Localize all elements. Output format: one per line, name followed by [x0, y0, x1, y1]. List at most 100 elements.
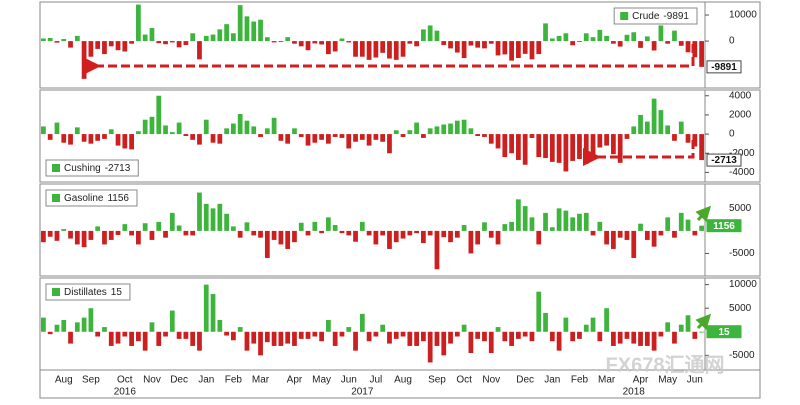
- bar: [407, 230, 413, 236]
- bar: [47, 331, 53, 335]
- bar: [461, 119, 467, 135]
- panel-frame: [39, 89, 761, 183]
- bar: [454, 230, 460, 238]
- bar: [536, 291, 542, 332]
- bar: [665, 217, 671, 231]
- bar: [136, 131, 141, 135]
- bar: [95, 41, 101, 49]
- bar: [339, 38, 345, 42]
- bar: [414, 230, 419, 234]
- bar: [604, 308, 609, 332]
- x-tick-label: Mar: [252, 375, 270, 386]
- bar: [373, 230, 379, 245]
- bar: [156, 221, 162, 231]
- bar: [183, 41, 189, 45]
- bar: [583, 324, 589, 332]
- bar: [183, 331, 189, 339]
- bar: [136, 4, 141, 42]
- bar: [468, 128, 474, 135]
- x-tick-label: Dec: [516, 375, 534, 386]
- bar: [665, 125, 671, 135]
- x-tick-label: Dec: [170, 375, 188, 386]
- bar: [631, 32, 637, 42]
- bar: [387, 230, 392, 249]
- bar: [292, 128, 297, 135]
- bar: [244, 222, 250, 231]
- x-tick-label: Nov: [482, 375, 500, 386]
- bar: [658, 25, 664, 42]
- legend-label: Crude: [632, 11, 660, 22]
- bar: [393, 130, 399, 135]
- bar: [169, 41, 175, 43]
- x-tick-label: Apr: [287, 375, 303, 386]
- bar: [400, 134, 406, 137]
- bar: [332, 41, 338, 52]
- bar: [549, 134, 555, 162]
- bar: [54, 122, 60, 135]
- bar: [122, 41, 128, 52]
- legend-label: Cushing: [64, 163, 101, 174]
- bar: [163, 41, 168, 45]
- bar: [400, 41, 406, 57]
- bar: [583, 33, 589, 42]
- bar: [570, 331, 576, 342]
- bar: [136, 230, 141, 245]
- bar: [102, 41, 107, 55]
- bar: [699, 225, 704, 231]
- bar: [509, 221, 514, 231]
- bar: [285, 331, 291, 344]
- bar: [305, 230, 311, 236]
- last-value-label: 15: [718, 327, 730, 338]
- bar: [597, 331, 603, 342]
- bar: [326, 41, 331, 55]
- bar: [231, 226, 236, 231]
- bar: [332, 331, 338, 346]
- bar: [68, 230, 73, 239]
- bar: [421, 331, 426, 342]
- legend-box: [613, 7, 698, 25]
- bar: [699, 134, 704, 161]
- bar: [298, 222, 304, 231]
- y-tick-label: 5000: [729, 303, 752, 314]
- bar: [373, 41, 379, 58]
- x-axis-frame: [39, 369, 761, 399]
- bar: [407, 130, 413, 135]
- bar: [421, 29, 426, 42]
- bar: [611, 331, 616, 346]
- bar: [319, 230, 324, 234]
- bar: [366, 331, 372, 342]
- bar: [441, 124, 447, 135]
- bar: [142, 331, 148, 351]
- bar: [699, 331, 704, 333]
- bar: [339, 331, 345, 337]
- bar: [197, 41, 202, 60]
- bar: [359, 134, 365, 140]
- bar: [332, 225, 338, 231]
- bar: [163, 125, 168, 135]
- bar: [271, 331, 277, 346]
- legend: Cushing -2713: [45, 159, 139, 177]
- bar: [509, 134, 514, 154]
- bar: [353, 230, 358, 242]
- bar: [441, 230, 447, 238]
- bar: [115, 230, 121, 235]
- bar: [407, 41, 413, 44]
- bar: [611, 41, 616, 44]
- bar: [448, 230, 453, 243]
- bar: [448, 41, 453, 49]
- bar: [319, 134, 324, 140]
- bar: [312, 134, 318, 143]
- bar: [380, 134, 386, 142]
- red-arrow: [583, 140, 695, 166]
- bar: [570, 217, 576, 231]
- bar: [678, 41, 684, 46]
- bar: [217, 319, 223, 332]
- bar: [570, 134, 576, 161]
- bar: [149, 322, 155, 332]
- legend: Distillates 15: [45, 283, 131, 301]
- bar: [617, 331, 623, 344]
- bar: [346, 327, 352, 332]
- bar: [258, 19, 263, 42]
- bar: [672, 30, 677, 42]
- bar: [129, 41, 134, 44]
